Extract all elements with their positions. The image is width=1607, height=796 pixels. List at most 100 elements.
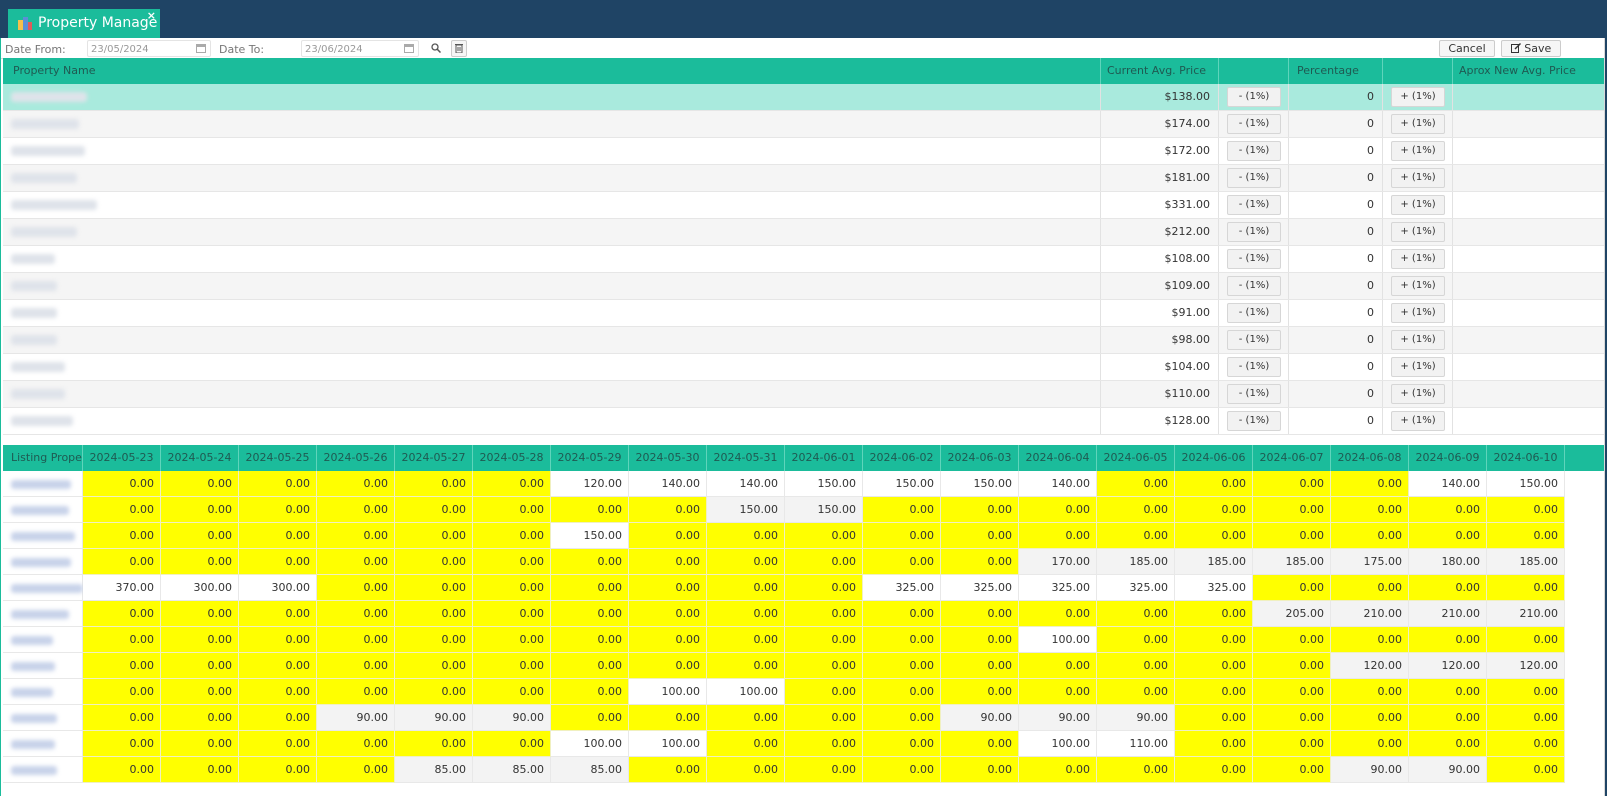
price-cell[interactable]: 150.00 [785, 471, 863, 497]
decrease-percent-button[interactable]: - (1%) [1227, 168, 1281, 188]
price-cell[interactable]: 0.00 [395, 653, 473, 679]
decrease-percent-button[interactable]: - (1%) [1227, 141, 1281, 161]
price-cell[interactable]: 0.00 [395, 601, 473, 627]
close-tab-icon[interactable]: × [146, 9, 156, 22]
price-cell[interactable]: 0.00 [161, 757, 239, 783]
price-cell[interactable]: 0.00 [785, 653, 863, 679]
price-cell[interactable]: 0.00 [551, 497, 629, 523]
price-cell[interactable]: 0.00 [941, 731, 1019, 757]
price-cell[interactable]: 0.00 [473, 653, 551, 679]
price-cell[interactable]: 0.00 [629, 627, 707, 653]
price-cell[interactable]: 0.00 [317, 679, 395, 705]
col-percentage[interactable]: Percentage [1289, 58, 1383, 84]
price-cell[interactable]: 0.00 [551, 653, 629, 679]
price-cell[interactable]: 0.00 [707, 653, 785, 679]
price-cell[interactable]: 0.00 [941, 601, 1019, 627]
price-cell[interactable]: 120.00 [1487, 653, 1565, 679]
price-cell[interactable]: 90.00 [1331, 757, 1409, 783]
price-cell[interactable]: 0.00 [161, 497, 239, 523]
price-cell[interactable]: 150.00 [941, 471, 1019, 497]
table-row[interactable]: $91.00 - (1%) 0 + (1%) [3, 300, 1604, 327]
col-date[interactable]: 2024-05-24 [161, 445, 239, 471]
percentage-cell[interactable]: 0 [1289, 84, 1383, 110]
price-cell[interactable]: 0.00 [1097, 471, 1175, 497]
price-cell[interactable]: 0.00 [785, 601, 863, 627]
price-cell[interactable]: 175.00 [1331, 549, 1409, 575]
price-cell[interactable]: 0.00 [863, 653, 941, 679]
price-cell[interactable]: 300.00 [239, 575, 317, 601]
price-cell[interactable]: 0.00 [863, 705, 941, 731]
price-cell[interactable]: 0.00 [239, 627, 317, 653]
table-row[interactable]: $331.00 - (1%) 0 + (1%) [3, 192, 1604, 219]
price-cell[interactable]: 0.00 [785, 627, 863, 653]
price-cell[interactable]: 0.00 [1019, 523, 1097, 549]
price-cell[interactable]: 0.00 [161, 705, 239, 731]
price-cell[interactable]: 0.00 [1253, 471, 1331, 497]
price-cell[interactable]: 0.00 [1175, 627, 1253, 653]
price-cell[interactable]: 0.00 [473, 471, 551, 497]
price-cell[interactable]: 0.00 [317, 601, 395, 627]
percentage-cell[interactable]: 0 [1289, 192, 1383, 218]
table-row[interactable]: $138.00 - (1%) 0 + (1%) [3, 84, 1604, 111]
col-date[interactable]: 2024-05-26 [317, 445, 395, 471]
price-cell[interactable]: 0.00 [239, 705, 317, 731]
col-date[interactable]: 2024-06-03 [941, 445, 1019, 471]
price-cell[interactable]: 0.00 [551, 705, 629, 731]
price-cell[interactable]: 0.00 [1253, 705, 1331, 731]
increase-percent-button[interactable]: + (1%) [1391, 249, 1445, 269]
percentage-cell[interactable]: 0 [1289, 408, 1383, 434]
listing-name-cell[interactable] [3, 497, 83, 523]
price-cell[interactable]: 185.00 [1253, 549, 1331, 575]
price-cell[interactable]: 185.00 [1097, 549, 1175, 575]
decrease-percent-button[interactable]: - (1%) [1227, 87, 1281, 107]
price-cell[interactable]: 0.00 [1331, 679, 1409, 705]
col-date[interactable]: 2024-06-01 [785, 445, 863, 471]
price-cell[interactable]: 0.00 [1409, 523, 1487, 549]
price-cell[interactable]: 0.00 [239, 471, 317, 497]
price-cell[interactable]: 0.00 [83, 679, 161, 705]
price-cell[interactable]: 0.00 [1487, 705, 1565, 731]
price-cell[interactable]: 0.00 [941, 627, 1019, 653]
listing-name-cell[interactable] [3, 705, 83, 731]
price-cell[interactable]: 90.00 [1097, 705, 1175, 731]
price-cell[interactable]: 90.00 [941, 705, 1019, 731]
price-cell[interactable]: 90.00 [1019, 705, 1097, 731]
price-cell[interactable]: 0.00 [629, 601, 707, 627]
price-cell[interactable]: 0.00 [473, 575, 551, 601]
price-cell[interactable]: 0.00 [317, 757, 395, 783]
col-date[interactable]: 2024-05-30 [629, 445, 707, 471]
price-cell[interactable]: 90.00 [473, 705, 551, 731]
col-date[interactable]: 2024-05-31 [707, 445, 785, 471]
price-cell[interactable]: 0.00 [239, 731, 317, 757]
price-cell[interactable]: 120.00 [551, 471, 629, 497]
price-cell[interactable]: 0.00 [551, 679, 629, 705]
price-cell[interactable]: 0.00 [707, 523, 785, 549]
price-cell[interactable]: 0.00 [863, 757, 941, 783]
price-cell[interactable]: 0.00 [395, 731, 473, 757]
price-cell[interactable]: 0.00 [941, 653, 1019, 679]
decrease-percent-button[interactable]: - (1%) [1227, 222, 1281, 242]
increase-percent-button[interactable]: + (1%) [1391, 222, 1445, 242]
listing-name-cell[interactable] [3, 471, 83, 497]
table-row[interactable]: $109.00 - (1%) 0 + (1%) [3, 273, 1604, 300]
increase-percent-button[interactable]: + (1%) [1391, 168, 1445, 188]
price-cell[interactable]: 0.00 [395, 575, 473, 601]
price-cell[interactable]: 100.00 [551, 731, 629, 757]
price-cell[interactable]: 0.00 [629, 549, 707, 575]
price-cell[interactable]: 325.00 [1097, 575, 1175, 601]
col-date[interactable]: 2024-06-07 [1253, 445, 1331, 471]
listing-name-cell[interactable] [3, 575, 83, 601]
price-cell[interactable]: 0.00 [1409, 705, 1487, 731]
price-cell[interactable]: 0.00 [863, 523, 941, 549]
listing-name-cell[interactable] [3, 679, 83, 705]
price-cell[interactable]: 0.00 [1019, 679, 1097, 705]
listing-name-cell[interactable] [3, 627, 83, 653]
price-cell[interactable]: 0.00 [551, 549, 629, 575]
increase-percent-button[interactable]: + (1%) [1391, 87, 1445, 107]
price-cell[interactable]: 0.00 [941, 549, 1019, 575]
price-cell[interactable]: 0.00 [863, 627, 941, 653]
price-cell[interactable]: 0.00 [1175, 497, 1253, 523]
price-cell[interactable]: 100.00 [1019, 731, 1097, 757]
price-cell[interactable]: 0.00 [1019, 601, 1097, 627]
col-current-avg-price[interactable]: Current Avg. Price [1101, 58, 1219, 84]
